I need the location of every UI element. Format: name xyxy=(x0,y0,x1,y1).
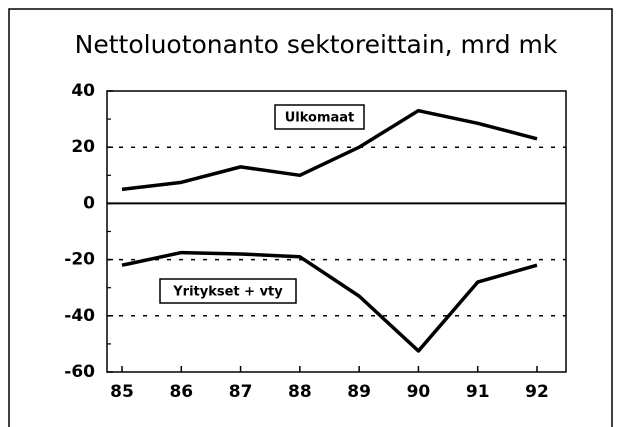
y-tick-label: -40 xyxy=(64,306,95,326)
x-tick-label: 87 xyxy=(229,382,253,402)
x-tick-label: 92 xyxy=(525,382,549,402)
y-tick-label: -20 xyxy=(64,250,95,270)
x-tick-label: 89 xyxy=(347,382,371,402)
chart-title: Nettoluotonanto sektoreittain, mrd mk xyxy=(75,30,558,59)
x-tick-label: 88 xyxy=(288,382,312,402)
series-label: Yritykset + vty xyxy=(172,285,283,300)
x-tick-label: 86 xyxy=(169,382,193,402)
outer-frame xyxy=(8,8,613,427)
series-line xyxy=(121,108,538,192)
series-label-box xyxy=(274,104,365,130)
series-line xyxy=(121,250,538,353)
y-tick-label: 0 xyxy=(83,193,95,213)
series-label-box xyxy=(159,278,297,304)
y-tick-label: -60 xyxy=(64,362,95,382)
y-tick-label: 40 xyxy=(71,81,95,101)
x-tick-label: 90 xyxy=(407,382,431,402)
x-tick-label: 91 xyxy=(466,382,490,402)
plot-frame xyxy=(106,90,567,373)
series-label: Ulkomaat xyxy=(285,111,355,126)
x-tick-label: 85 xyxy=(110,382,134,402)
y-tick-label: 20 xyxy=(71,137,95,157)
